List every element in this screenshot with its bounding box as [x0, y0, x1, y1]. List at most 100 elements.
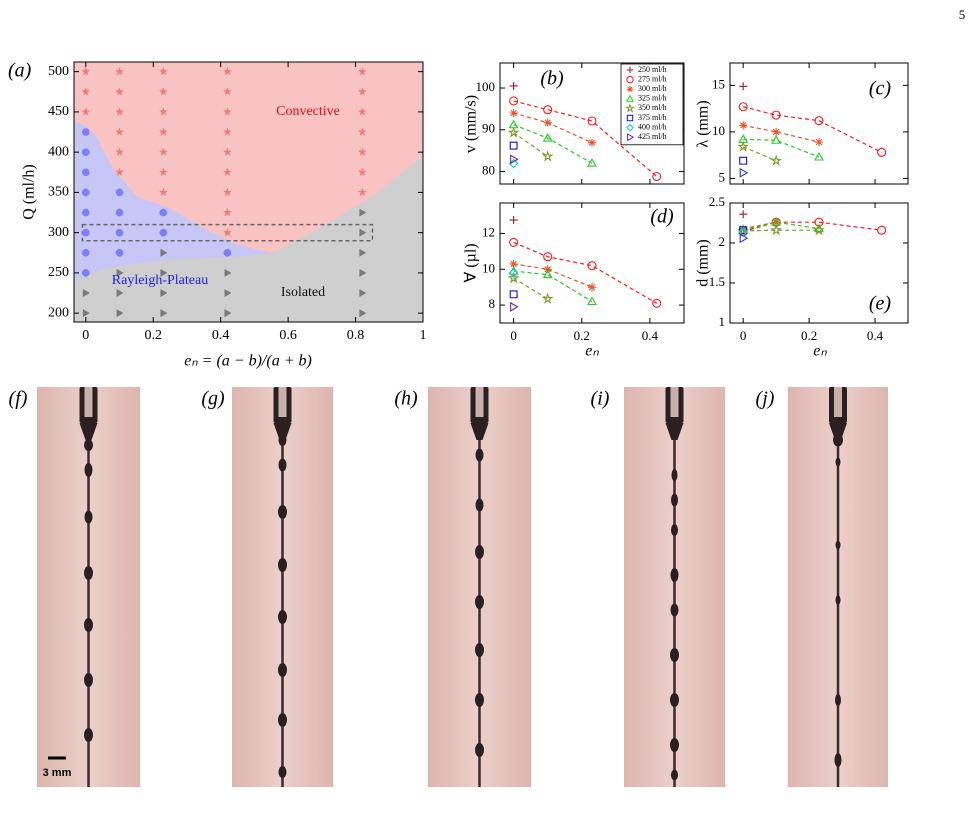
y-tick-label: 10: [712, 123, 725, 138]
marker: [359, 268, 367, 277]
marker: [222, 187, 232, 197]
photo: [624, 387, 725, 787]
marker: [588, 138, 596, 147]
x-axis-label: eₙ: [585, 343, 599, 360]
marker: [222, 227, 232, 237]
marker: [543, 252, 553, 262]
marker: [160, 248, 168, 257]
marker: [359, 208, 367, 217]
marker: [510, 154, 519, 165]
photo: [37, 387, 140, 787]
marker: [772, 218, 781, 227]
drop: [84, 566, 93, 580]
y-tick-label: 400: [48, 144, 69, 159]
y-axis-label: d (mm): [695, 239, 712, 287]
series-line: [742, 146, 777, 162]
marker: [81, 107, 91, 116]
marker: [359, 228, 367, 237]
marker: [158, 187, 168, 197]
legend-label: 375 ml/h: [638, 113, 667, 122]
marker: [158, 87, 168, 96]
legend-marker: [626, 86, 634, 93]
series-line: [743, 229, 819, 232]
nozzle-tip: [273, 423, 292, 440]
marker: [357, 87, 367, 96]
panel-label: (b): [540, 68, 564, 90]
marker: [222, 87, 232, 96]
marker: [509, 109, 518, 118]
drop: [835, 540, 841, 550]
y-tick-label: 90: [482, 121, 495, 136]
marker: [357, 167, 367, 177]
series-line: [513, 263, 593, 288]
y-tick-label: 350: [48, 185, 69, 200]
marker: [770, 224, 783, 236]
marker: [510, 301, 519, 312]
legend-box: [620, 63, 684, 146]
drop: [84, 618, 93, 632]
x-tick-label: 0.2: [801, 328, 817, 343]
series-line: [743, 138, 820, 158]
legend-marker: [625, 94, 635, 102]
marker: [814, 217, 824, 227]
marker: [543, 105, 553, 115]
marker: [509, 237, 519, 247]
marker: [114, 66, 125, 76]
legend-label: 350 ml/h: [638, 103, 667, 112]
marker: [509, 81, 518, 90]
axes-frame: [499, 202, 685, 324]
marker: [81, 87, 91, 96]
x-tick-label: 0: [510, 328, 517, 343]
nozzle-bore: [84, 387, 93, 417]
photo-label: (h): [394, 388, 418, 410]
marker: [771, 135, 782, 144]
marker: [222, 66, 232, 76]
marker: [158, 127, 168, 136]
marker: [116, 309, 124, 318]
drop: [278, 434, 287, 446]
axes-frame: [729, 62, 909, 185]
y-axis-label: ∀ (µl): [463, 243, 480, 282]
y-tick-label: 12: [482, 224, 495, 239]
marker: [81, 228, 90, 237]
drop: [278, 558, 287, 572]
marker: [222, 167, 232, 177]
y-axis-label: Q (ml/h): [21, 164, 38, 220]
marker: [770, 154, 783, 166]
x-axis-label: eₙ: [813, 343, 827, 360]
x-tick-label: 0: [82, 328, 89, 343]
axes-frame: [729, 202, 909, 324]
legend-marker: [627, 133, 635, 142]
y-tick-label: 1: [719, 314, 726, 329]
marker: [224, 288, 232, 298]
drop: [670, 568, 679, 582]
region-label: Convective: [276, 104, 340, 119]
series-line: [743, 106, 882, 153]
marker: [115, 228, 124, 237]
x-tick-label: 0.2: [574, 328, 590, 343]
scale-bar-label: 3 mm: [43, 767, 72, 779]
marker: [814, 116, 824, 126]
x-axis-label: eₙ = (a − b)/(a + b): [184, 353, 312, 370]
x-tick-label: 0.2: [144, 328, 162, 343]
region-label: Rayleigh-Plateau: [112, 273, 208, 288]
legend-label: 400 ml/h: [638, 122, 667, 131]
marker: [81, 248, 90, 257]
marker: [815, 138, 823, 147]
series-line: [513, 241, 658, 304]
panel-label: (c): [869, 78, 892, 100]
marker: [158, 66, 168, 76]
drop: [670, 603, 679, 617]
y-tick-label: 8: [489, 296, 496, 311]
marker: [509, 216, 518, 225]
drop: [833, 433, 843, 447]
legend-marker: [626, 75, 634, 84]
panel-label: (d): [650, 206, 674, 228]
marker: [357, 127, 367, 136]
marker: [877, 147, 887, 157]
marker: [82, 309, 90, 318]
x-tick-label: 0.4: [867, 328, 884, 343]
marker: [652, 298, 662, 308]
plot-area: [507, 216, 662, 312]
